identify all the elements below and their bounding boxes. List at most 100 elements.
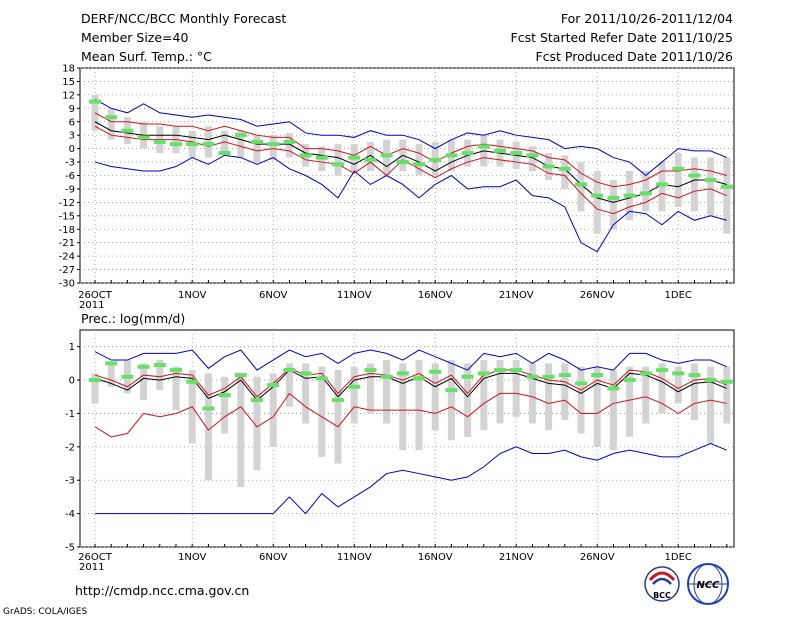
temp-spread-box	[107, 108, 115, 140]
prec-xtick-label: 16NOV	[418, 552, 453, 563]
prec-spread-box	[609, 370, 617, 451]
prec-median-mark	[251, 398, 263, 403]
prec-ytick-label: -2	[65, 442, 75, 453]
temp-median-mark	[89, 99, 101, 104]
temp-median-mark	[542, 164, 555, 169]
temp-spread-box	[593, 171, 601, 234]
prec-spread-box	[172, 366, 180, 411]
grads-credit: GrADS: COLA/IGES	[3, 607, 87, 617]
prec-median-mark	[461, 374, 474, 379]
temp-median-mark	[380, 153, 393, 158]
temperature-panel: 18 15 12 9 6 3 0 -3 -6 -9 -12 -15 -18 -21 -24 -27 -3026O…	[59, 64, 735, 311]
prec-median-mark	[186, 379, 199, 384]
prec-spread-box	[528, 363, 536, 424]
prec-spread-box	[496, 360, 504, 424]
prec-median-mark	[477, 371, 490, 376]
ncc-logo: NCC	[687, 563, 729, 605]
ncc-logo-text: NCC	[696, 580, 720, 591]
prec-spread-box	[253, 376, 261, 471]
prec-plot-frame	[79, 329, 735, 548]
temp-ytick-label: 9	[69, 104, 75, 115]
forecast-period-label: For 2011/10/26-2011/12/04	[561, 11, 733, 26]
temp-spread-box	[577, 162, 585, 212]
temp-median-mark	[299, 153, 312, 158]
prec-median-mark	[510, 368, 523, 373]
prec-median-mark	[542, 374, 555, 379]
temp-spread-box	[609, 179, 617, 230]
prec-median-mark	[607, 386, 620, 391]
temp-ytick-label: -6	[65, 171, 75, 182]
variable-label: Mean Surf. Temp.: °C	[81, 49, 212, 64]
temp-ytick-label: -21	[59, 238, 75, 249]
prec-spread-box	[415, 360, 423, 451]
temp-median-mark	[105, 115, 118, 120]
prec-median-mark	[283, 368, 296, 373]
prec-median-mark	[348, 384, 361, 389]
prec-median-mark	[672, 371, 685, 376]
temp-median-mark	[153, 139, 166, 144]
prec-spread-box	[431, 363, 439, 431]
temp-spread-box	[690, 157, 698, 212]
temp-median-mark	[575, 182, 587, 187]
prec-spread-box	[674, 366, 682, 404]
prec-spread-box	[399, 363, 407, 451]
temp-median-mark	[234, 133, 247, 138]
prec-series-lower-inner	[94, 392, 727, 438]
temp-median-mark	[510, 151, 523, 156]
prec-median-mark	[380, 374, 393, 379]
temp-ytick-label: -9	[65, 184, 75, 195]
temp-plot-frame	[79, 67, 735, 284]
temp-median-mark	[461, 151, 474, 156]
source-url[interactable]: http://cmdp.ncc.cma.gov.cn	[75, 583, 249, 598]
temp-series-mean	[94, 121, 727, 203]
temp-median-mark	[607, 195, 620, 200]
temp-spread-box	[253, 135, 261, 163]
temp-median-mark	[413, 162, 425, 167]
prec-spread-box	[302, 363, 310, 424]
prec-median-mark	[704, 378, 717, 383]
prec-spread-box	[204, 373, 212, 481]
temp-series-lower-outer	[94, 154, 727, 253]
prec-median-mark	[202, 406, 215, 411]
prec-series-upper-outer	[94, 349, 727, 371]
precip-panel-title: Prec.: log(mm/d)	[81, 311, 185, 326]
prec-ytick-label: 0	[69, 376, 75, 387]
prec-spread-box	[285, 363, 293, 407]
prec-spread-box	[366, 363, 374, 414]
temp-median-mark	[623, 193, 636, 198]
prec-median-mark	[688, 373, 701, 378]
chart-title: DERF/NCC/BCC Monthly Forecast	[81, 11, 286, 26]
temp-xtick-label: 1NOV	[178, 290, 207, 301]
prec-median-mark	[121, 374, 134, 379]
prec-median-mark	[137, 364, 150, 369]
prec-xtick-label: 26OCT	[78, 552, 113, 563]
prec-xtick-label: 2011	[79, 562, 104, 573]
temp-ytick-label: 15	[62, 77, 75, 88]
prec-median-mark	[413, 376, 425, 381]
prec-spread-box	[156, 360, 164, 391]
temp-median-mark	[251, 139, 263, 144]
temp-xtick-label: 1DEC	[665, 290, 692, 301]
prec-median-mark	[720, 379, 733, 384]
produced-date-label: Fcst Produced Date 2011/10/26	[535, 49, 733, 64]
temp-spread-box	[269, 135, 277, 160]
prec-median-mark	[89, 378, 101, 383]
temp-ytick-label: -30	[59, 279, 75, 290]
prec-spread-box	[140, 363, 148, 401]
temp-xtick-label: 6NOV	[259, 290, 288, 301]
prec-median-mark	[526, 374, 539, 379]
prec-xtick-label: 6NOV	[259, 552, 288, 563]
prec-ytick-label: -5	[65, 543, 75, 554]
temp-spread-box	[366, 141, 374, 172]
prec-median-mark	[299, 371, 312, 376]
prec-median-mark	[396, 371, 409, 376]
temp-median-mark	[429, 157, 442, 162]
prec-spread-box	[318, 366, 326, 457]
temp-spread-box	[528, 146, 536, 172]
prec-median-mark	[445, 388, 458, 393]
temp-median-mark	[218, 151, 231, 156]
prec-spread-box	[577, 366, 585, 434]
